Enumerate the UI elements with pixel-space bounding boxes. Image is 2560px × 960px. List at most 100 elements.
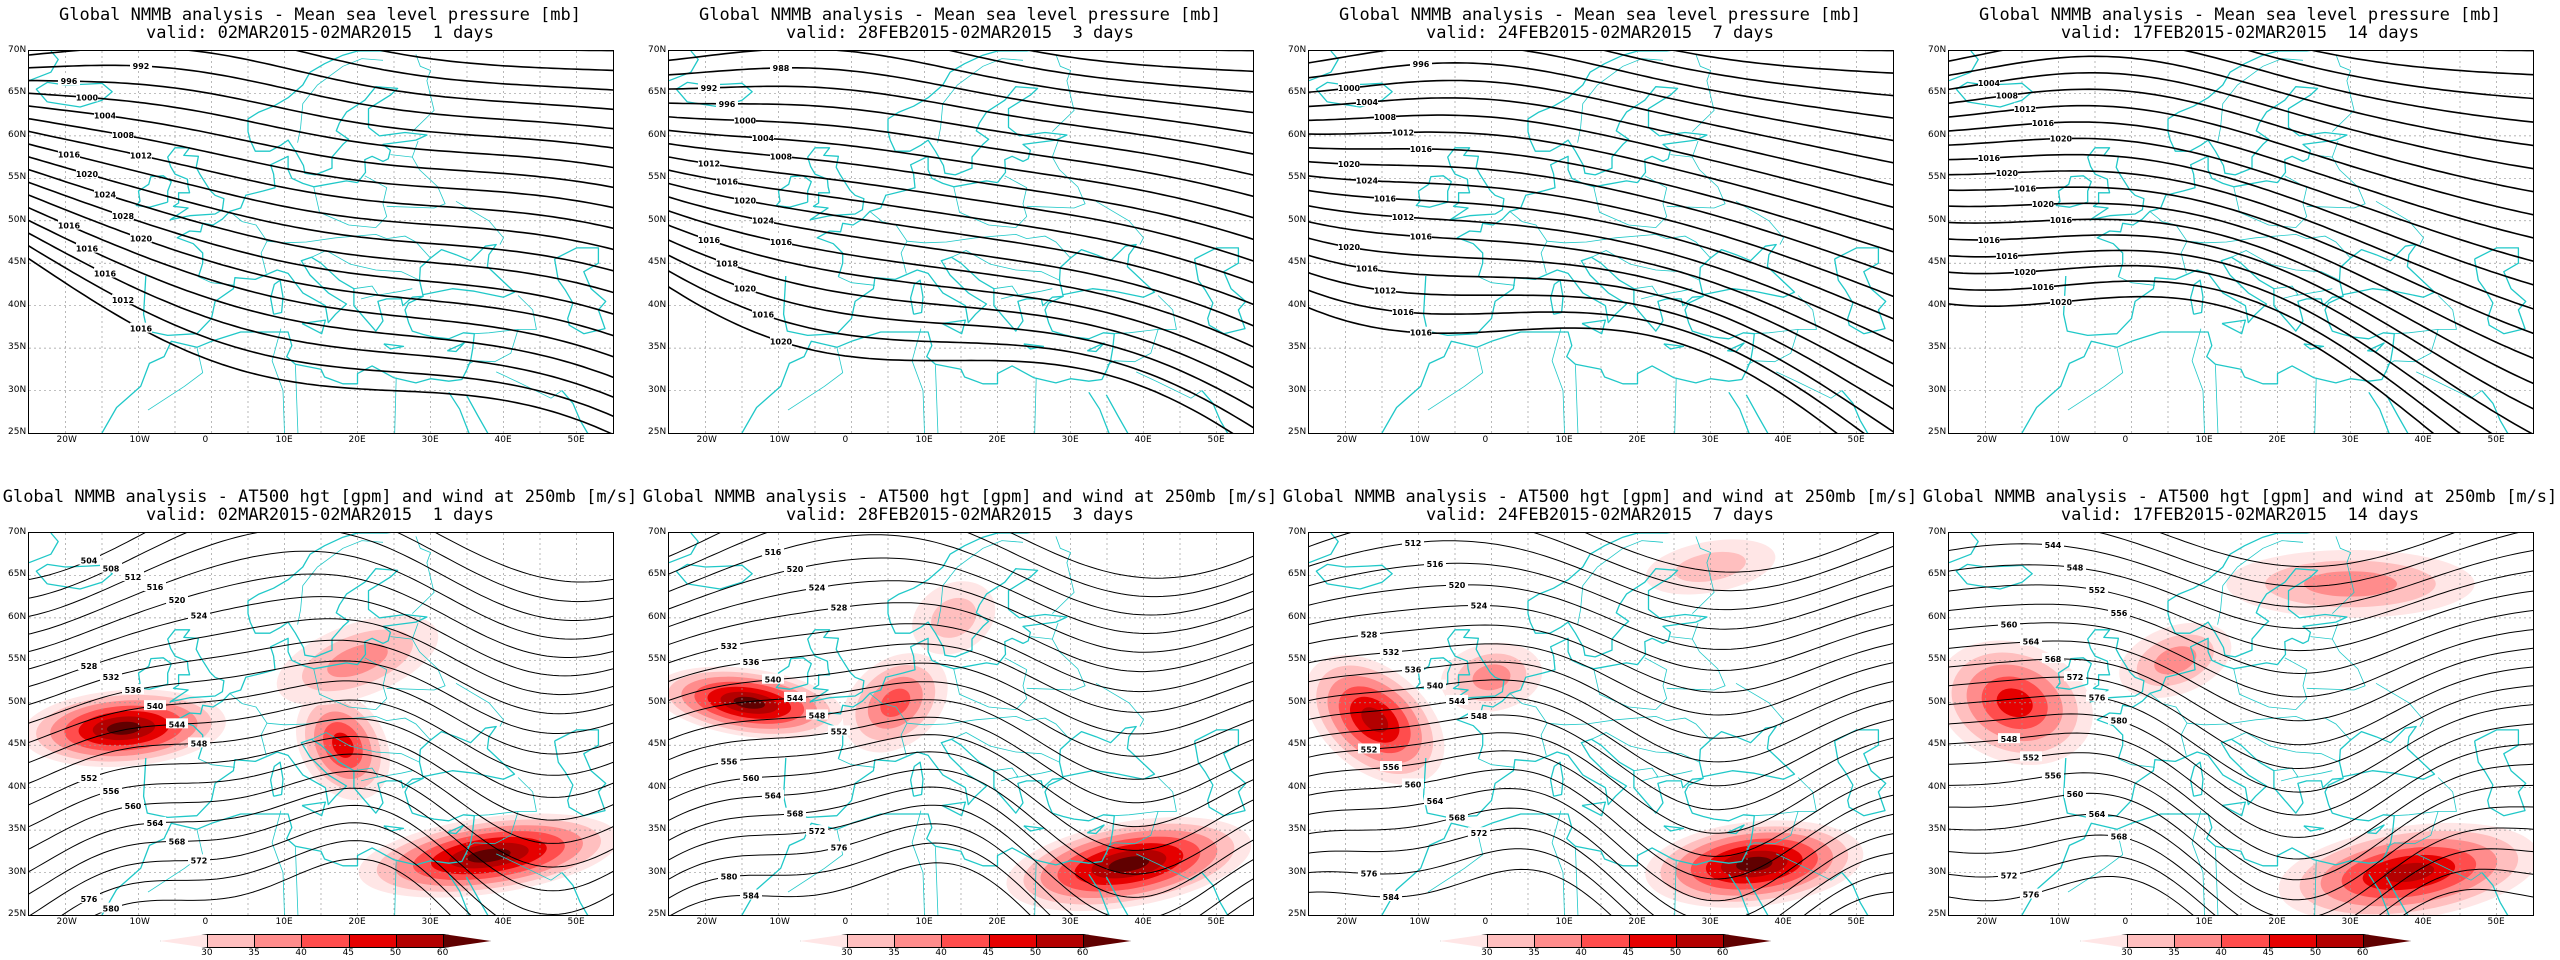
contour-label: 1016 — [58, 222, 81, 231]
colorbar-label: 40 — [935, 948, 947, 958]
colorbar-label: 35 — [1528, 948, 1540, 958]
latitude-label: 35N — [1288, 824, 1307, 835]
colorbar-swatch — [988, 934, 1037, 948]
latitude-label: 65N — [648, 569, 667, 580]
contour-label: 508 — [103, 565, 120, 574]
colorbar-label: 35 — [248, 948, 260, 958]
wind-shading — [29, 615, 613, 898]
panel-valid-period: valid: 17FEB2015-02MAR2015 14 days — [2060, 23, 2420, 43]
latitude-label: 55N — [1288, 654, 1307, 665]
latitude-label: 25N — [8, 909, 27, 919]
latitude-label: 70N — [1288, 45, 1307, 55]
contour-label-bg — [698, 234, 720, 245]
contour-label: 1000 — [76, 93, 99, 102]
contour-label-bg — [2050, 132, 2072, 143]
latitude-label: 40N — [1288, 299, 1307, 310]
mslp-map: 988 992 996 1000 1004 1008 1012 1016 1020 1024 101… — [668, 50, 1254, 434]
latitude-label: 45N — [8, 257, 27, 268]
latitude-label: 35N — [1288, 342, 1307, 353]
country-borders — [787, 54, 1203, 433]
mslp-panel-14: Global NMMB analysis - Mean sea level pr… — [1920, 0, 2560, 480]
contour-label-bg — [1978, 233, 2000, 244]
latitude-label: 70N — [1928, 527, 1947, 537]
contour-label: 520 — [787, 565, 804, 574]
colorbar-swatch — [301, 934, 350, 948]
colorbar-swatch — [160, 934, 209, 948]
isobars — [1949, 51, 2533, 433]
contour-label-bg — [762, 673, 784, 684]
contour-label-bg — [2086, 691, 2108, 702]
colorbar-label: 45 — [2262, 948, 2275, 958]
contour-label-bg — [130, 322, 152, 333]
latitude-label: 55N — [8, 654, 27, 665]
contour-label: 1020 — [2050, 135, 2073, 144]
contour-label: 1020 — [2050, 298, 2073, 307]
map-canvas: 504 508 512 516 520 524 528 532 536 540 544 548 552 5… — [29, 533, 613, 915]
contour-label: 1016 — [76, 245, 99, 254]
contour-label-bg — [2020, 635, 2042, 646]
contour-label: 1004 — [1978, 79, 2001, 88]
colorbar-swatch — [1628, 934, 1677, 948]
contour-label: 1024 — [752, 217, 775, 226]
contour-labels: 1004 1008 1012 1016 1020 1016 1020 1016 1020 1016… — [1978, 77, 2073, 307]
contour-label: 1012 — [130, 152, 152, 161]
colorbar-swatch — [1675, 934, 1724, 948]
contour-label: 516 — [765, 548, 782, 557]
latitude-label: 35N — [8, 342, 27, 353]
contour-label-bg — [734, 282, 756, 293]
contour-label-bg — [1402, 663, 1424, 674]
latitude-label: 55N — [1928, 654, 1947, 665]
contour-label: 992 — [133, 62, 150, 71]
contour-label: 1020 — [130, 234, 153, 243]
contour-label: 520 — [169, 596, 186, 605]
contour-label: 1024 — [94, 190, 117, 199]
z500-panel-14: Global NMMB analysis - AT500 hgt [gpm] a… — [1920, 480, 2560, 960]
contour-label-bg — [1380, 646, 1402, 657]
contour-labels: 544 548 552 556 560 564 568 572 576 580 548 552 556 5… — [1998, 539, 2130, 900]
contour-label-bg — [112, 128, 134, 139]
longitude-label: 10E — [275, 917, 293, 927]
longitude-label: 40E — [1134, 435, 1152, 445]
longitude-label: 10W — [1409, 435, 1430, 445]
contour-label-bg — [1998, 869, 2020, 880]
contour-label: 560 — [743, 774, 760, 783]
latitude-label: 60N — [1928, 129, 1947, 140]
longitude-label: 50E — [2487, 435, 2505, 445]
contour-label: 520 — [1449, 581, 1466, 590]
wind-speed-band — [931, 597, 977, 638]
latitude-label: 25N — [648, 909, 667, 919]
longitude-label: 20E — [988, 917, 1006, 927]
colorbar-swatch — [941, 934, 990, 948]
contour-label-bg — [718, 755, 740, 766]
contour-label-bg — [1996, 250, 2018, 261]
contour-label-bg — [166, 718, 188, 729]
contour-label: 556 — [2111, 609, 2128, 618]
latitude-label: 50N — [1928, 214, 1947, 225]
contour-label-bg — [752, 308, 774, 319]
contour-label-bg — [94, 109, 116, 120]
contour-label: 1016 — [770, 238, 793, 247]
contour-label-bg — [144, 580, 166, 591]
contour-label-bg — [718, 870, 740, 881]
longitude-label: 50E — [1207, 435, 1225, 445]
z500-wind-map: 504 508 512 516 520 524 528 532 536 540 544 548 552 5… — [28, 532, 614, 916]
contour-label-bg — [94, 188, 116, 199]
isobars — [29, 51, 613, 433]
contour-label-bg — [752, 132, 774, 143]
longitude-label: 20E — [348, 917, 366, 927]
contour-label: 572 — [2067, 673, 2084, 682]
contour-label-bg — [2032, 198, 2054, 209]
latitude-label: 30N — [1288, 384, 1307, 395]
contour-label: 572 — [191, 856, 208, 865]
contour-label: 576 — [81, 895, 98, 904]
contour-label-bg — [58, 148, 80, 159]
contour-label: 552 — [2023, 753, 2040, 762]
latitude-label: 25N — [648, 427, 667, 437]
contour-label-bg — [1338, 82, 1360, 93]
contour-label: 1016 — [1410, 145, 1433, 154]
colorbar-label: 40 — [1575, 948, 1587, 958]
wind-speed-band — [327, 643, 388, 678]
colorbar-label: 45 — [342, 948, 355, 958]
wind-speed-colorbar: 30 35 40 45 50 60 — [800, 934, 1131, 958]
contour-label-bg — [1410, 142, 1432, 153]
